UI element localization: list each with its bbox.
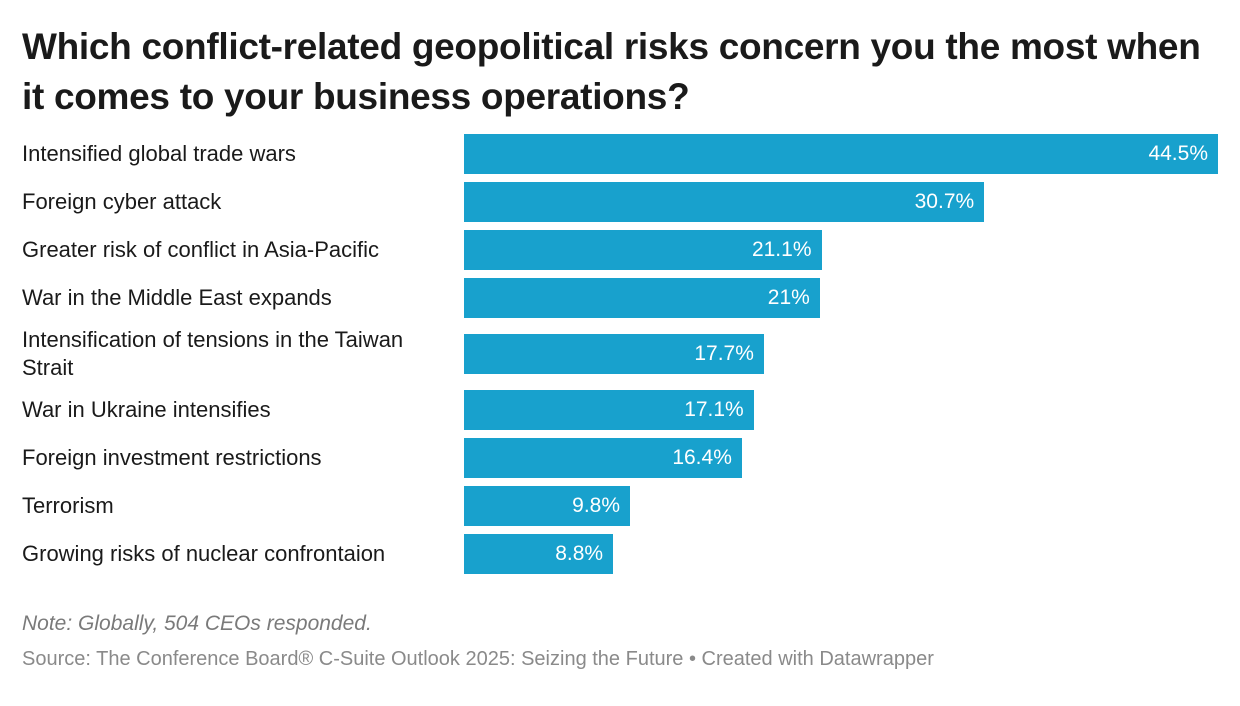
bar-area: 21% [464,278,1218,318]
bar-area: 44.5% [464,134,1218,174]
bar: 17.7% [464,334,764,374]
bar: 30.7% [464,182,985,222]
chart-title: Which conflict-related geopolitical risk… [22,26,1201,117]
category-label: Growing risks of nuclear confrontaion [22,541,386,566]
category-label: War in the Middle East expands [22,285,332,310]
value-label: 17.1% [684,398,744,421]
bar-row: War in the Middle East expands 21% [22,278,1218,318]
bar-area: 30.7% [464,182,1218,222]
bar-area: 17.1% [464,390,1218,430]
value-label: 17.7% [694,342,754,365]
bar: 21.1% [464,230,822,270]
chart: Which conflict-related geopolitical risk… [22,26,1218,670]
bar-area: 17.7% [464,334,1218,374]
bar-row: Intensification of tensions in the Taiwa… [22,326,1218,382]
bar-row: Greater risk of conflict in Asia-Pacific… [22,230,1218,270]
value-label: 8.8% [555,542,604,565]
category-label: Intensification of tensions in the Taiwa… [22,327,404,380]
bar-row: Intensified global trade wars 44.5% [22,134,1218,174]
value-label: 9.8% [572,494,621,517]
bar: 9.8% [464,486,631,526]
category-label: Foreign investment restrictions [22,445,322,470]
bar: 16.4% [464,438,742,478]
category-label: Foreign cyber attack [22,189,222,214]
bar: 17.1% [464,390,754,430]
bar-area: 16.4% [464,438,1218,478]
value-label: 21% [767,286,810,309]
value-label: 16.4% [672,446,732,469]
bar-list: Intensified global trade wars 44.5% Foreig… [22,134,1218,574]
bar-area: 8.8% [464,534,1218,574]
bar: 8.8% [464,534,614,574]
bar-row: Terrorism 9.8% [22,486,1218,526]
bar-area: 9.8% [464,486,1218,526]
bar: 44.5% [464,134,1218,174]
bar-row: War in Ukraine intensifies 17.1% [22,390,1218,430]
value-label: 44.5% [1148,142,1208,165]
bar-row: Foreign investment restrictions 16.4% [22,438,1218,478]
bar: 21% [464,278,820,318]
value-label: 21.1% [751,238,812,261]
bar-area: 21.1% [464,230,1218,270]
category-label: War in Ukraine intensifies [22,397,271,422]
bar-row: Growing risks of nuclear confrontaion 8.8… [22,534,1218,574]
category-label: Intensified global trade wars [22,141,296,166]
category-label: Terrorism [22,493,114,518]
bar-row: Foreign cyber attack 30.7% [22,182,1218,222]
source: Source: The Conference Board® C-Suite Ou… [22,648,934,670]
category-label: Greater risk of conflict in Asia-Pacific [22,237,380,262]
value-label: 30.7% [914,190,975,213]
note: Note: Globally, 504 CEOs responded. [22,612,372,635]
